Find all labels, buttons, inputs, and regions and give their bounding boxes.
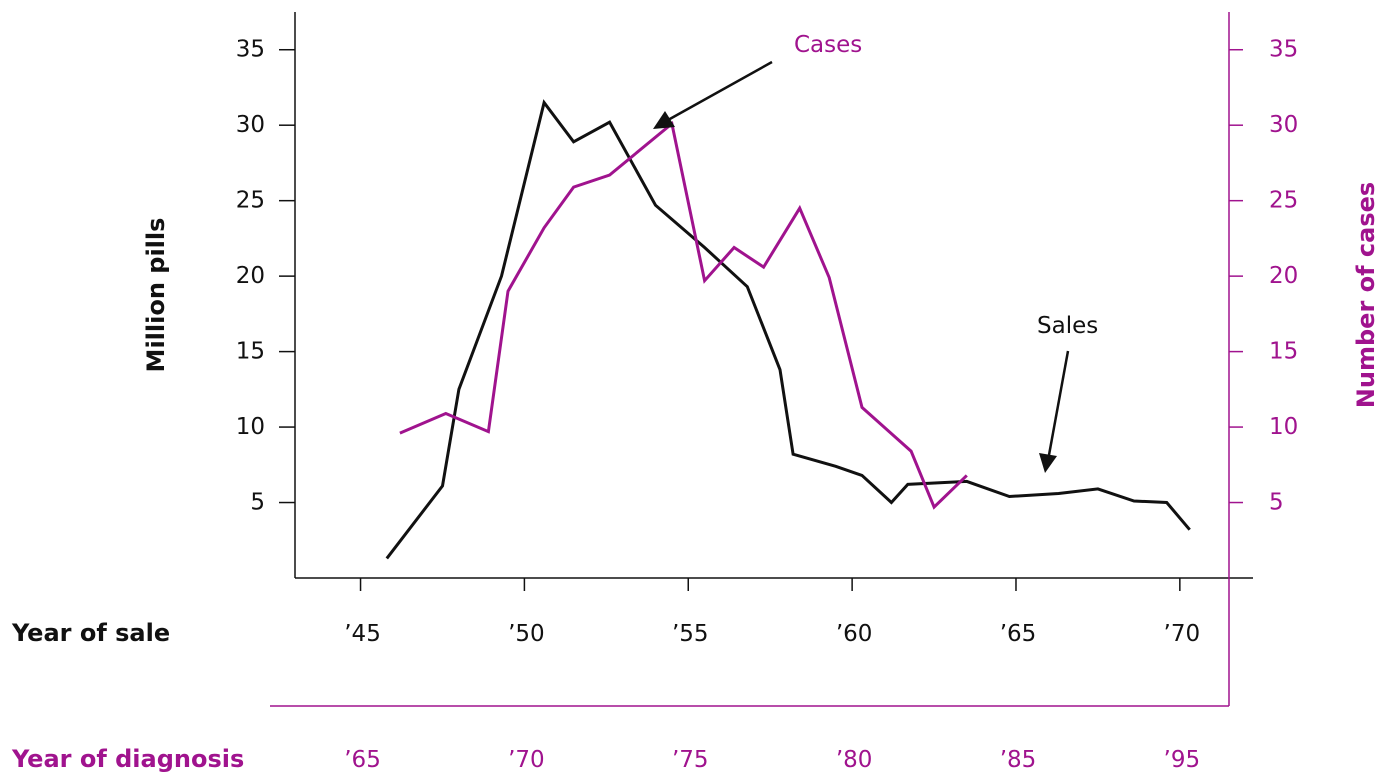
right-tick-label: 10 <box>1269 414 1298 440</box>
diagnosis-tick-label: ’95 <box>1164 747 1201 773</box>
left-axis-ticks: 5 10 15 20 25 30 35 <box>236 37 295 516</box>
left-axis-title: Million pills <box>142 218 170 373</box>
sales-arrow-shaft <box>1047 350 1070 456</box>
series-line-sales <box>385 99 1191 560</box>
diagnosis-axis-title: Year of diagnosis <box>11 745 244 773</box>
diagnosis-tick-label: ’80 <box>836 747 873 773</box>
cases-arrow-shaft <box>667 60 773 122</box>
left-tick-label: 20 <box>236 263 265 289</box>
cases-arrow-head <box>653 111 675 129</box>
sale-tick-label: ’55 <box>672 621 709 647</box>
left-tick-label: 15 <box>236 339 265 365</box>
series-line-cases <box>399 120 968 510</box>
right-axis-ticks: 5 10 15 20 25 30 35 <box>1229 37 1298 516</box>
right-tick-label: 15 <box>1269 339 1298 365</box>
sale-tick-label: ’50 <box>508 621 545 647</box>
right-tick-label: 30 <box>1269 112 1298 138</box>
series-lines <box>385 99 1191 560</box>
diagnosis-tick-label: ’75 <box>672 747 709 773</box>
right-tick-label: 20 <box>1269 263 1298 289</box>
sale-axis-ticks: ’45 ’50 ’55 ’60 ’65 ’70 <box>344 578 1200 647</box>
sale-axis-title: Year of sale <box>11 619 170 647</box>
right-axis-title: Number of cases <box>1352 182 1380 408</box>
sale-tick-label: ’60 <box>836 621 873 647</box>
diagnosis-tick-label: ’65 <box>344 747 381 773</box>
left-tick-label: 5 <box>250 490 265 516</box>
right-tick-label: 25 <box>1269 188 1298 214</box>
left-tick-label: 10 <box>236 414 265 440</box>
sale-tick-label: ’65 <box>1000 621 1037 647</box>
left-tick-label: 35 <box>236 37 265 63</box>
sales-annotation: Sales <box>1037 313 1098 339</box>
left-tick-label: 25 <box>236 188 265 214</box>
right-tick-label: 5 <box>1269 490 1284 516</box>
diagnosis-tick-label: ’70 <box>508 747 545 773</box>
diagnosis-axis-ticks: ’65 ’70 ’75 ’80 ’85 ’95 <box>344 747 1200 773</box>
right-tick-label: 35 <box>1269 37 1298 63</box>
cases-annotation: Cases <box>794 32 862 58</box>
sale-tick-label: ’45 <box>344 621 381 647</box>
sales-arrow-head <box>1039 453 1057 473</box>
left-tick-label: 30 <box>236 112 265 138</box>
sale-tick-label: ’70 <box>1164 621 1201 647</box>
diagnosis-tick-label: ’85 <box>1000 747 1037 773</box>
